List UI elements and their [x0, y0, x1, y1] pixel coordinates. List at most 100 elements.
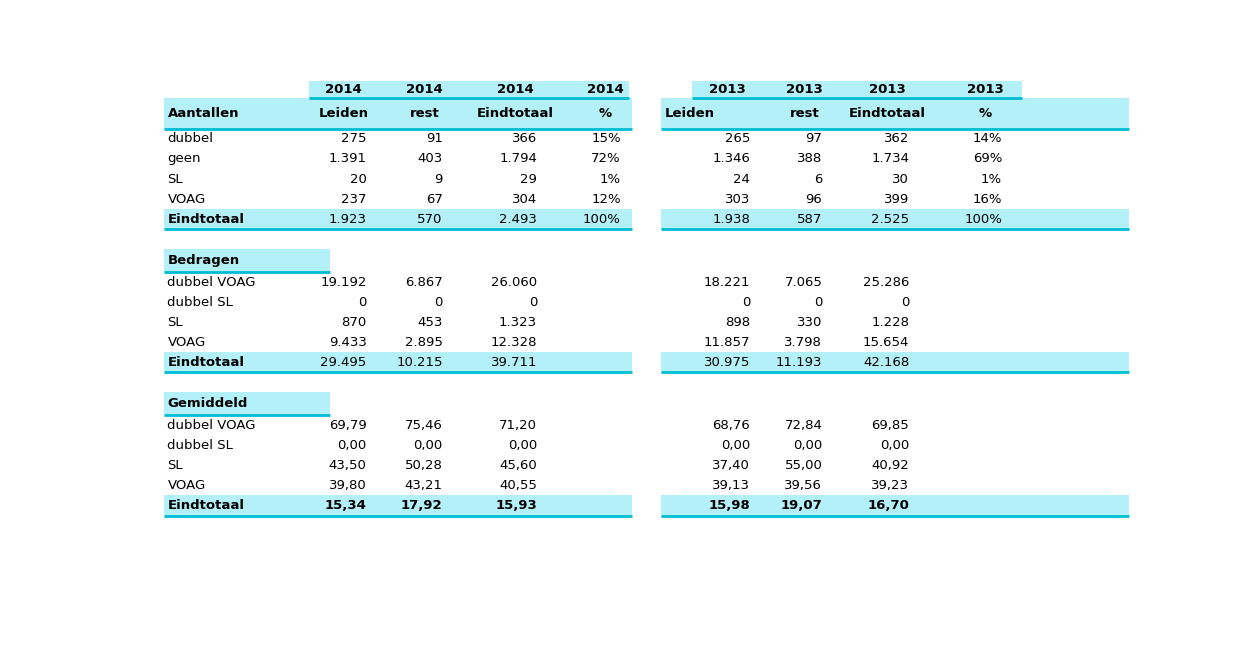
Text: 24: 24: [734, 173, 750, 185]
Text: 39,80: 39,80: [329, 479, 366, 492]
Text: 75,46: 75,46: [404, 419, 443, 432]
Text: 0: 0: [359, 295, 366, 309]
Text: Aantallen: Aantallen: [167, 107, 239, 120]
Text: 20: 20: [350, 173, 366, 185]
Text: VOAG: VOAG: [167, 336, 205, 349]
Text: 1.938: 1.938: [713, 212, 750, 226]
Text: 3.798: 3.798: [784, 336, 822, 349]
Text: 1.346: 1.346: [713, 153, 750, 165]
Text: 2014: 2014: [497, 83, 534, 96]
Text: 100%: 100%: [964, 212, 1002, 226]
Text: 14%: 14%: [973, 133, 1002, 145]
Text: 11.857: 11.857: [704, 336, 750, 349]
Text: 16,70: 16,70: [867, 499, 909, 512]
Bar: [308, 81, 628, 98]
Text: 2013: 2013: [709, 83, 745, 96]
Text: 587: 587: [797, 212, 822, 226]
Text: 0: 0: [900, 295, 909, 309]
Bar: [164, 98, 632, 129]
Text: 2.895: 2.895: [404, 336, 443, 349]
Text: 330: 330: [797, 315, 822, 329]
Text: 39,23: 39,23: [871, 479, 909, 492]
Text: 16%: 16%: [973, 193, 1002, 206]
Text: 43,21: 43,21: [404, 479, 443, 492]
Text: 2.525: 2.525: [871, 212, 909, 226]
Text: Eindtotaal: Eindtotaal: [849, 107, 925, 120]
Text: SL: SL: [167, 173, 183, 185]
Text: 96: 96: [806, 193, 822, 206]
Text: 26.060: 26.060: [491, 276, 538, 289]
Bar: [661, 209, 1129, 229]
Text: 15.654: 15.654: [862, 336, 909, 349]
Text: 67: 67: [426, 193, 443, 206]
Text: 2014: 2014: [407, 83, 443, 96]
Text: 15,93: 15,93: [495, 499, 538, 512]
Text: dubbel VOAG: dubbel VOAG: [167, 276, 256, 289]
Text: 1.923: 1.923: [329, 212, 366, 226]
Text: 1.228: 1.228: [871, 315, 909, 329]
Text: 55,00: 55,00: [784, 459, 822, 472]
Text: %: %: [978, 107, 992, 120]
Text: 2013: 2013: [967, 83, 1003, 96]
Bar: [661, 98, 1129, 129]
Text: 388: 388: [797, 153, 822, 165]
Text: Leiden: Leiden: [665, 107, 715, 120]
Text: 570: 570: [417, 212, 443, 226]
Bar: [164, 209, 632, 229]
Text: 15,34: 15,34: [325, 499, 366, 512]
Text: 37,40: 37,40: [713, 459, 750, 472]
Text: dubbel SL: dubbel SL: [167, 439, 233, 452]
Text: 17,92: 17,92: [400, 499, 443, 512]
Text: 0,00: 0,00: [507, 439, 538, 452]
Text: VOAG: VOAG: [167, 479, 205, 492]
Text: 25.286: 25.286: [862, 276, 909, 289]
Text: 39,56: 39,56: [784, 479, 822, 492]
Text: 1.794: 1.794: [500, 153, 538, 165]
Text: 11.193: 11.193: [776, 356, 822, 369]
Text: 0,00: 0,00: [413, 439, 443, 452]
Text: 304: 304: [512, 193, 538, 206]
Bar: [164, 495, 632, 515]
Text: 0: 0: [434, 295, 443, 309]
Text: Eindtotaal: Eindtotaal: [167, 499, 244, 512]
Text: 0,00: 0,00: [337, 439, 366, 452]
Bar: [661, 495, 1129, 515]
Text: 12.328: 12.328: [491, 336, 538, 349]
Text: Bedragen: Bedragen: [167, 254, 239, 267]
Text: 45,60: 45,60: [500, 459, 538, 472]
Text: 0: 0: [815, 295, 822, 309]
Text: 1.391: 1.391: [329, 153, 366, 165]
Text: 9.433: 9.433: [329, 336, 366, 349]
Text: 69,85: 69,85: [871, 419, 909, 432]
Text: 30: 30: [893, 173, 909, 185]
Text: 0: 0: [529, 295, 538, 309]
Text: 50,28: 50,28: [404, 459, 443, 472]
Bar: [164, 392, 330, 416]
Text: 18.221: 18.221: [704, 276, 750, 289]
Text: 870: 870: [341, 315, 366, 329]
Text: SL: SL: [167, 459, 183, 472]
Text: 1%: 1%: [981, 173, 1002, 185]
Text: 303: 303: [725, 193, 750, 206]
Text: 43,50: 43,50: [329, 459, 366, 472]
Text: SL: SL: [167, 315, 183, 329]
Text: 6.867: 6.867: [405, 276, 443, 289]
Text: 19,07: 19,07: [781, 499, 822, 512]
Text: 2013: 2013: [786, 83, 823, 96]
Text: 2.493: 2.493: [500, 212, 538, 226]
Text: 72%: 72%: [592, 153, 621, 165]
Text: 19.192: 19.192: [320, 276, 366, 289]
Text: 29: 29: [520, 173, 538, 185]
Text: 72,84: 72,84: [784, 419, 822, 432]
Text: 2013: 2013: [869, 83, 905, 96]
Text: Gemiddeld: Gemiddeld: [167, 397, 248, 410]
Bar: [692, 81, 1021, 98]
Text: 9: 9: [434, 173, 443, 185]
Text: rest: rest: [410, 107, 439, 120]
Text: Leiden: Leiden: [319, 107, 369, 120]
Text: Eindtotaal: Eindtotaal: [167, 212, 244, 226]
Text: Eindtotaal: Eindtotaal: [167, 356, 244, 369]
Text: 1.323: 1.323: [499, 315, 538, 329]
Text: 15,98: 15,98: [709, 499, 750, 512]
Text: 97: 97: [806, 133, 822, 145]
